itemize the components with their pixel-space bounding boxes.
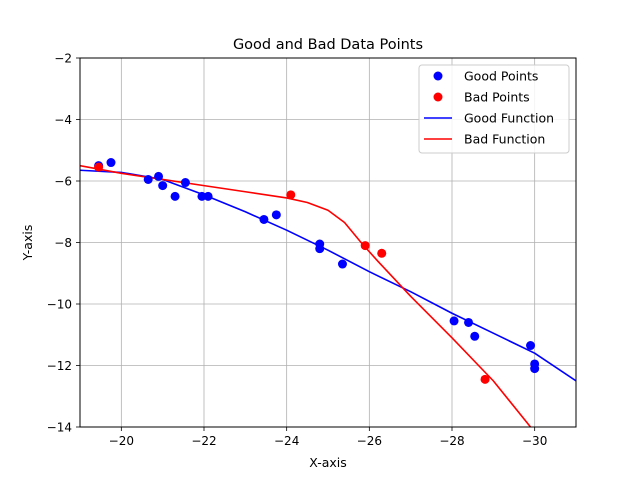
- y-tick-label: −4: [54, 113, 72, 127]
- good-point-marker: [530, 364, 540, 374]
- y-tick-label: −8: [54, 236, 72, 250]
- good-point-marker: [470, 331, 480, 341]
- y-tick-label: −10: [47, 298, 72, 312]
- legend-good-function-label: Good Function: [464, 111, 554, 126]
- bad-point-marker: [360, 241, 370, 251]
- bad-function-line: [80, 164, 532, 427]
- good-point-marker: [271, 210, 281, 220]
- bad-point-marker: [94, 162, 104, 172]
- good-point-marker: [106, 158, 116, 168]
- x-tick-label: −24: [274, 434, 299, 448]
- x-tick-label: −28: [439, 434, 464, 448]
- series-points: [94, 158, 540, 384]
- legend-bad-points-marker: [433, 92, 443, 102]
- bad-point-marker: [377, 248, 387, 258]
- legend-bad-points-label: Bad Points: [464, 90, 530, 105]
- good-point-marker: [154, 171, 164, 181]
- legend-good-points-label: Good Points: [464, 69, 538, 84]
- legend: Good Points Bad Points Good Function Bad Fu…: [418, 64, 570, 154]
- legend-good-points-marker: [433, 71, 443, 81]
- x-tick-label: −20: [109, 434, 134, 448]
- y-tick-label: −14: [47, 421, 72, 435]
- good-point-marker: [464, 317, 474, 327]
- x-tick-label: −22: [191, 434, 216, 448]
- legend-bad-function-label: Bad Function: [464, 132, 545, 147]
- x-axis: −20 −22 −24 −26 −28 −30: [109, 427, 547, 448]
- y-axis-label: Y-axis: [20, 225, 35, 262]
- good-point-marker: [180, 178, 190, 188]
- x-tick-label: −30: [522, 434, 547, 448]
- good-point-marker: [259, 214, 269, 224]
- good-point-marker: [337, 259, 347, 269]
- y-tick-label: −2: [54, 52, 72, 66]
- good-point-marker: [170, 191, 180, 201]
- x-axis-label: X-axis: [309, 455, 347, 470]
- y-axis: −14 −12 −10 −8 −6 −4 −2: [47, 52, 80, 435]
- good-point-marker: [203, 191, 213, 201]
- good-point-marker: [449, 316, 459, 326]
- bad-point-marker: [480, 374, 490, 384]
- good-point-marker: [197, 191, 207, 201]
- good-point-marker: [143, 174, 153, 184]
- y-tick-label: −12: [47, 359, 72, 373]
- series-lines: [80, 164, 576, 427]
- legend-box: [418, 64, 570, 154]
- good-point-marker: [526, 341, 536, 351]
- good-point-marker: [315, 244, 325, 254]
- x-tick-label: −26: [357, 434, 382, 448]
- y-tick-label: −6: [54, 175, 72, 189]
- chart-title: Good and Bad Data Points: [233, 37, 423, 53]
- bad-point-marker: [286, 190, 296, 200]
- good-point-marker: [158, 181, 168, 191]
